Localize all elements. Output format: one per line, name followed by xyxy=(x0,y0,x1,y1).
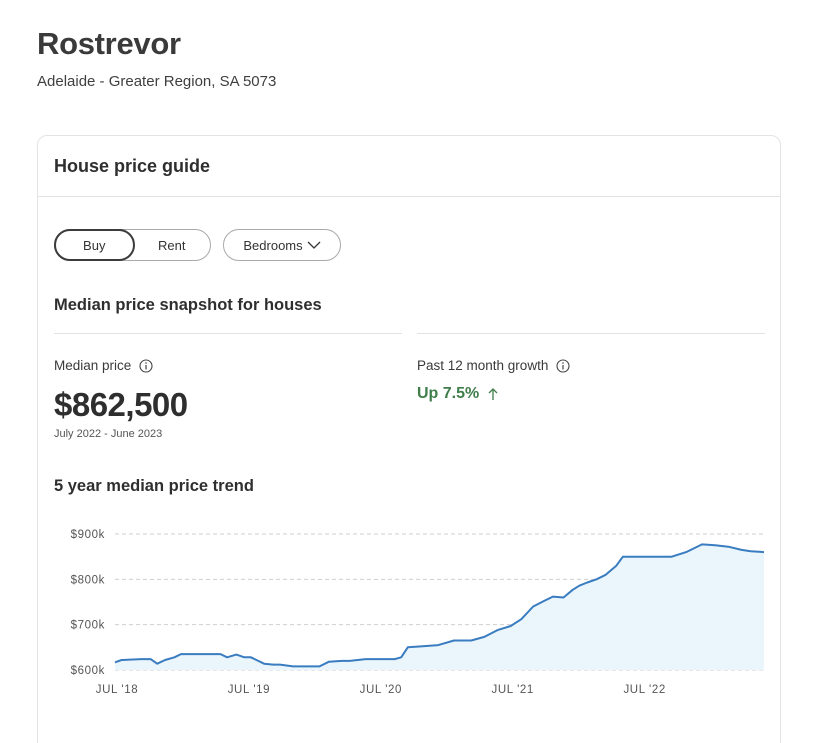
snapshot-title: Median price snapshot for houses xyxy=(54,296,322,314)
info-icon[interactable] xyxy=(556,358,570,373)
info-icon[interactable] xyxy=(139,358,153,373)
trend-title: 5 year median price trend xyxy=(54,477,254,495)
price-guide-card: House price guide Buy Rent Bedrooms Medi… xyxy=(37,135,781,743)
growth-label: Past 12 month growth xyxy=(417,358,549,373)
arrow-up-icon xyxy=(488,388,498,400)
divider xyxy=(54,333,402,334)
chevron-down-icon xyxy=(307,241,321,249)
buy-rent-toggle: Buy Rent xyxy=(54,229,211,261)
median-price-label-row: Median price xyxy=(54,358,153,373)
growth-value: Up 7.5% xyxy=(417,385,480,402)
growth-label-row: Past 12 month growth xyxy=(417,358,570,373)
median-price-label: Median price xyxy=(54,358,132,373)
suburb-region: Adelaide - Greater Region, SA 5073 xyxy=(37,73,277,90)
buy-tab[interactable]: Buy xyxy=(54,229,135,261)
bedrooms-dropdown[interactable]: Bedrooms xyxy=(223,229,341,261)
card-header: House price guide xyxy=(38,136,780,197)
bedrooms-label: Bedrooms xyxy=(243,237,303,253)
rent-tab[interactable]: Rent xyxy=(158,237,186,253)
median-price-value: $862,500 xyxy=(54,386,188,423)
card-title: House price guide xyxy=(54,155,211,176)
suburb-title: Rostrevor xyxy=(37,26,181,61)
growth-value-row: Up 7.5% xyxy=(417,385,499,403)
divider xyxy=(417,333,765,334)
median-price-period: July 2022 - June 2023 xyxy=(54,428,163,440)
